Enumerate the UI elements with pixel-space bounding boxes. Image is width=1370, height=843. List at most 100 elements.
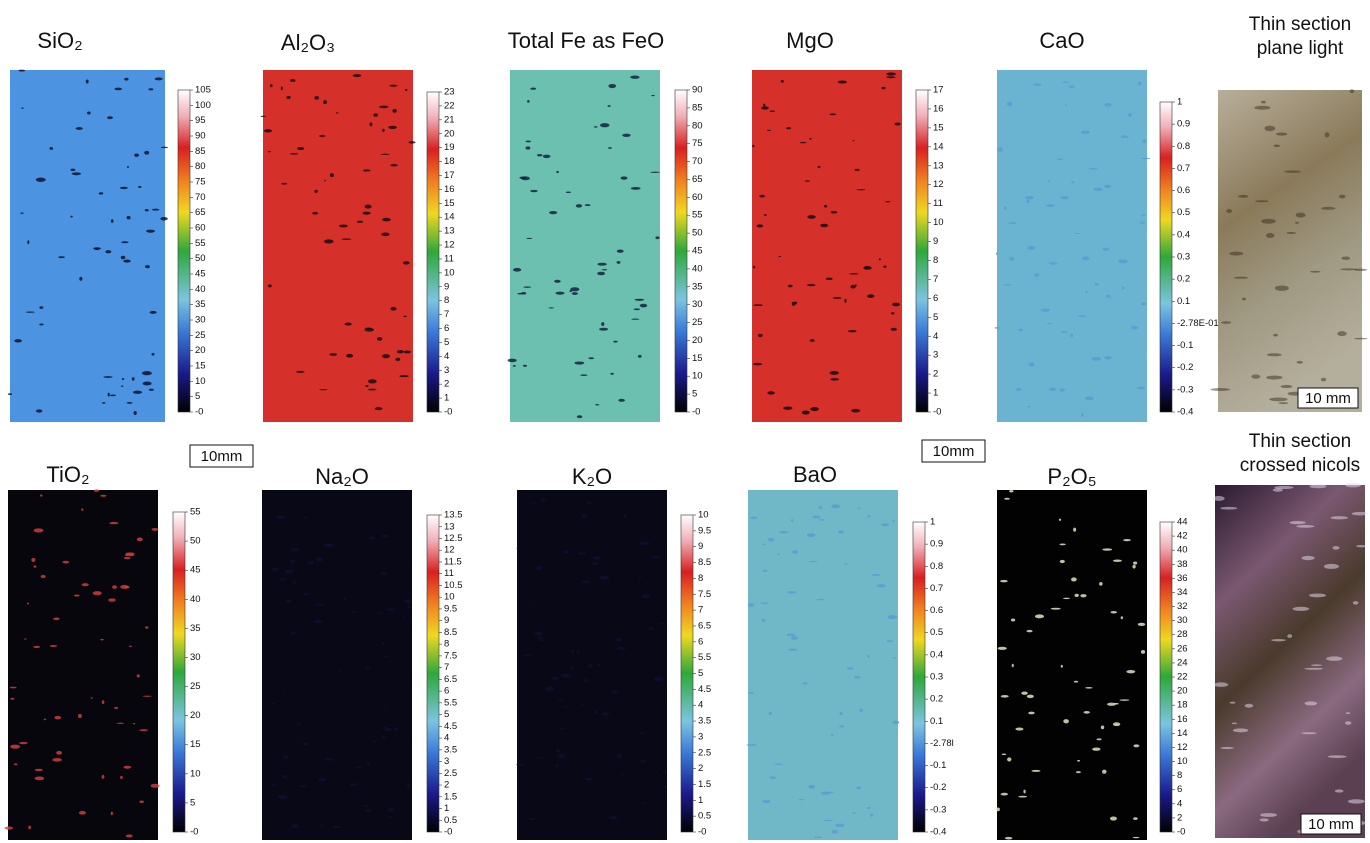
map-texture <box>1119 699 1130 701</box>
map-texture <box>1056 158 1063 161</box>
map-texture <box>858 507 861 510</box>
colorbar-label: 6.5 <box>444 674 457 685</box>
colorbar-label: 5 <box>692 389 697 400</box>
map-texture <box>24 638 27 640</box>
map-texture <box>608 83 617 89</box>
map-texture <box>1000 579 1008 583</box>
map-texture <box>620 176 628 180</box>
map-texture <box>1070 333 1074 338</box>
map-texture <box>545 686 555 691</box>
colorbar-label: 14 <box>444 212 455 223</box>
map-texture <box>25 311 35 313</box>
map-texture <box>830 378 840 381</box>
map-texture <box>767 537 775 542</box>
colorbar-label: 30 <box>692 299 703 310</box>
colorbar-label: 25 <box>190 681 201 692</box>
colorbar-label: 18 <box>1177 700 1188 711</box>
colorbar-label: 6 <box>933 293 938 304</box>
colorbar-label: 45 <box>195 269 206 280</box>
colorbar-label: 1 <box>444 393 449 404</box>
map-texture <box>374 407 383 411</box>
map-texture <box>607 105 611 107</box>
colorbar-label: 55 <box>195 238 206 249</box>
map-texture <box>787 284 793 288</box>
image-texture <box>1352 601 1359 605</box>
map-texture <box>1034 614 1045 619</box>
map-texture <box>323 100 327 105</box>
map-texture <box>362 169 371 172</box>
map-texture <box>641 594 650 599</box>
colorbar-label: 40 <box>692 263 703 274</box>
map-texture <box>526 237 533 240</box>
colorbar-label: 6 <box>1177 784 1182 795</box>
image-texture <box>1254 105 1271 110</box>
map-texture <box>1021 691 1028 695</box>
colorbar-label: 9 <box>444 615 449 626</box>
element-map <box>263 70 413 422</box>
map-texture <box>323 180 327 182</box>
colorbar-label: 45 <box>692 246 703 257</box>
colorbar-label: 2.5 <box>698 747 711 758</box>
map-texture <box>565 191 571 194</box>
map-texture <box>4 826 13 830</box>
map-texture <box>806 283 816 287</box>
map-texture <box>312 211 319 215</box>
map-texture <box>892 720 900 725</box>
map-texture <box>379 105 389 109</box>
map-texture <box>623 514 628 519</box>
map-texture <box>637 732 647 735</box>
map-texture <box>349 783 358 787</box>
map-texture <box>597 271 606 276</box>
colorbar-label: 9.5 <box>444 603 457 614</box>
colorbar-label: 4 <box>1177 798 1182 809</box>
map-texture <box>810 407 819 412</box>
map-texture <box>746 744 757 746</box>
image-texture <box>1301 555 1315 561</box>
image-texture <box>1237 194 1249 198</box>
map-texture <box>818 505 823 510</box>
colorbar-label: 80 <box>195 161 206 172</box>
colorbar-label: 6 <box>698 636 703 647</box>
colorbar-label: -0.3 <box>930 804 946 815</box>
colorbar-label: -0 <box>444 407 452 418</box>
map-texture <box>62 560 70 564</box>
map-texture <box>892 657 897 659</box>
colorbar-label: 0.4 <box>930 649 943 660</box>
map-texture <box>367 762 370 766</box>
image-texture <box>1231 722 1238 725</box>
map-texture <box>52 757 62 762</box>
map-texture <box>1027 245 1036 250</box>
map-texture <box>1128 113 1133 117</box>
map-texture <box>289 79 296 82</box>
map-texture <box>997 646 1007 650</box>
colorbar-label: 0.3 <box>1177 252 1190 263</box>
colorbar-label: 2 <box>444 379 449 390</box>
colorbar-label: 4 <box>698 700 703 711</box>
map-texture <box>1140 221 1146 224</box>
colorbar-label: 0.2 <box>930 694 943 705</box>
colorbar-label: 3.5 <box>444 744 457 755</box>
image-texture <box>1273 144 1280 148</box>
map-texture <box>302 742 309 746</box>
map-texture <box>369 122 373 127</box>
map-texture <box>1096 738 1102 741</box>
map-texture <box>762 569 768 572</box>
map-texture <box>1099 582 1103 586</box>
colorbar-label: 11 <box>444 568 454 579</box>
image-texture <box>1244 703 1254 708</box>
map-texture <box>376 612 384 615</box>
map-texture <box>34 776 45 781</box>
map-texture <box>1080 130 1091 135</box>
map-texture <box>551 676 560 681</box>
map-texture <box>1093 187 1103 191</box>
map-texture <box>607 147 613 149</box>
map-texture <box>835 823 845 828</box>
colorbar-label: 0.1 <box>930 716 943 727</box>
panel-title: P₂O₅ <box>1047 464 1096 489</box>
map-texture <box>402 261 410 265</box>
map-texture <box>575 204 583 208</box>
map-texture <box>817 165 821 169</box>
image-texture <box>1260 100 1266 104</box>
map-texture <box>892 302 900 307</box>
colorbar-label: 32 <box>1177 601 1188 612</box>
